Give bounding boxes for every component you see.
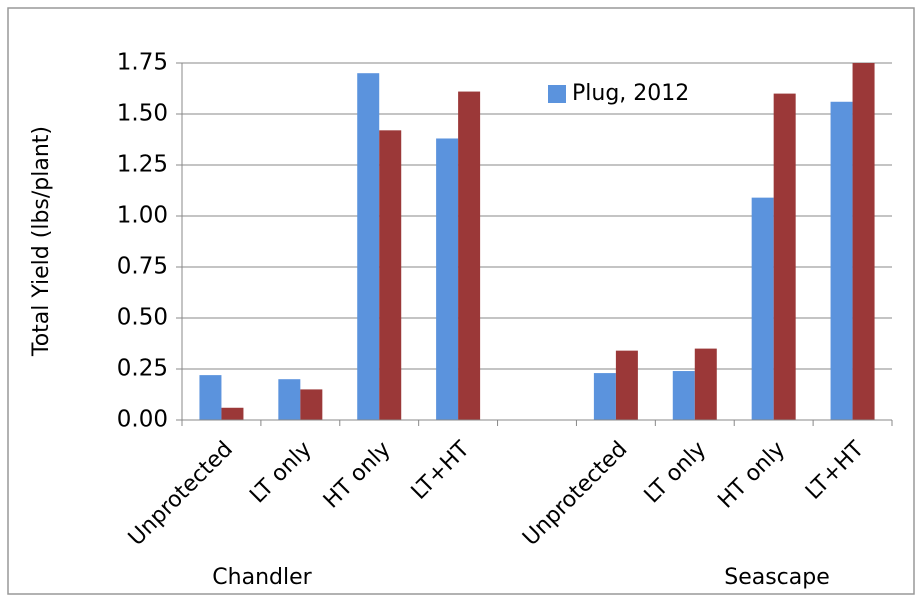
y-tick-label: 0.50 xyxy=(117,305,168,331)
legend-label: Plug, 2012 xyxy=(572,81,689,106)
bar xyxy=(278,379,301,420)
bar xyxy=(751,197,774,420)
y-tick-label: 1.00 xyxy=(117,203,168,229)
group-label: Chandler xyxy=(212,565,312,590)
bar xyxy=(615,350,638,420)
bar xyxy=(593,373,616,420)
bar xyxy=(300,389,323,420)
legend-swatch xyxy=(548,85,566,103)
bar xyxy=(436,138,459,421)
y-tick-label: 1.75 xyxy=(117,50,168,76)
bar xyxy=(852,63,875,420)
bar xyxy=(221,407,244,420)
y-tick-label: 1.25 xyxy=(117,152,168,178)
y-tick-label: 0.00 xyxy=(117,407,168,433)
bar xyxy=(830,101,853,420)
y-tick-label: 1.50 xyxy=(117,101,168,127)
bar xyxy=(357,73,380,420)
bar xyxy=(773,93,796,420)
bar xyxy=(458,91,481,420)
bar xyxy=(694,348,717,420)
bar xyxy=(199,375,222,420)
y-tick-label: 0.25 xyxy=(117,356,168,382)
y-axis-label: Total Yield (lbs/plant) xyxy=(29,126,54,357)
bar xyxy=(379,130,402,420)
bar xyxy=(672,371,695,420)
y-tick-label: 0.75 xyxy=(117,254,168,280)
group-label: Seascape xyxy=(724,565,830,590)
